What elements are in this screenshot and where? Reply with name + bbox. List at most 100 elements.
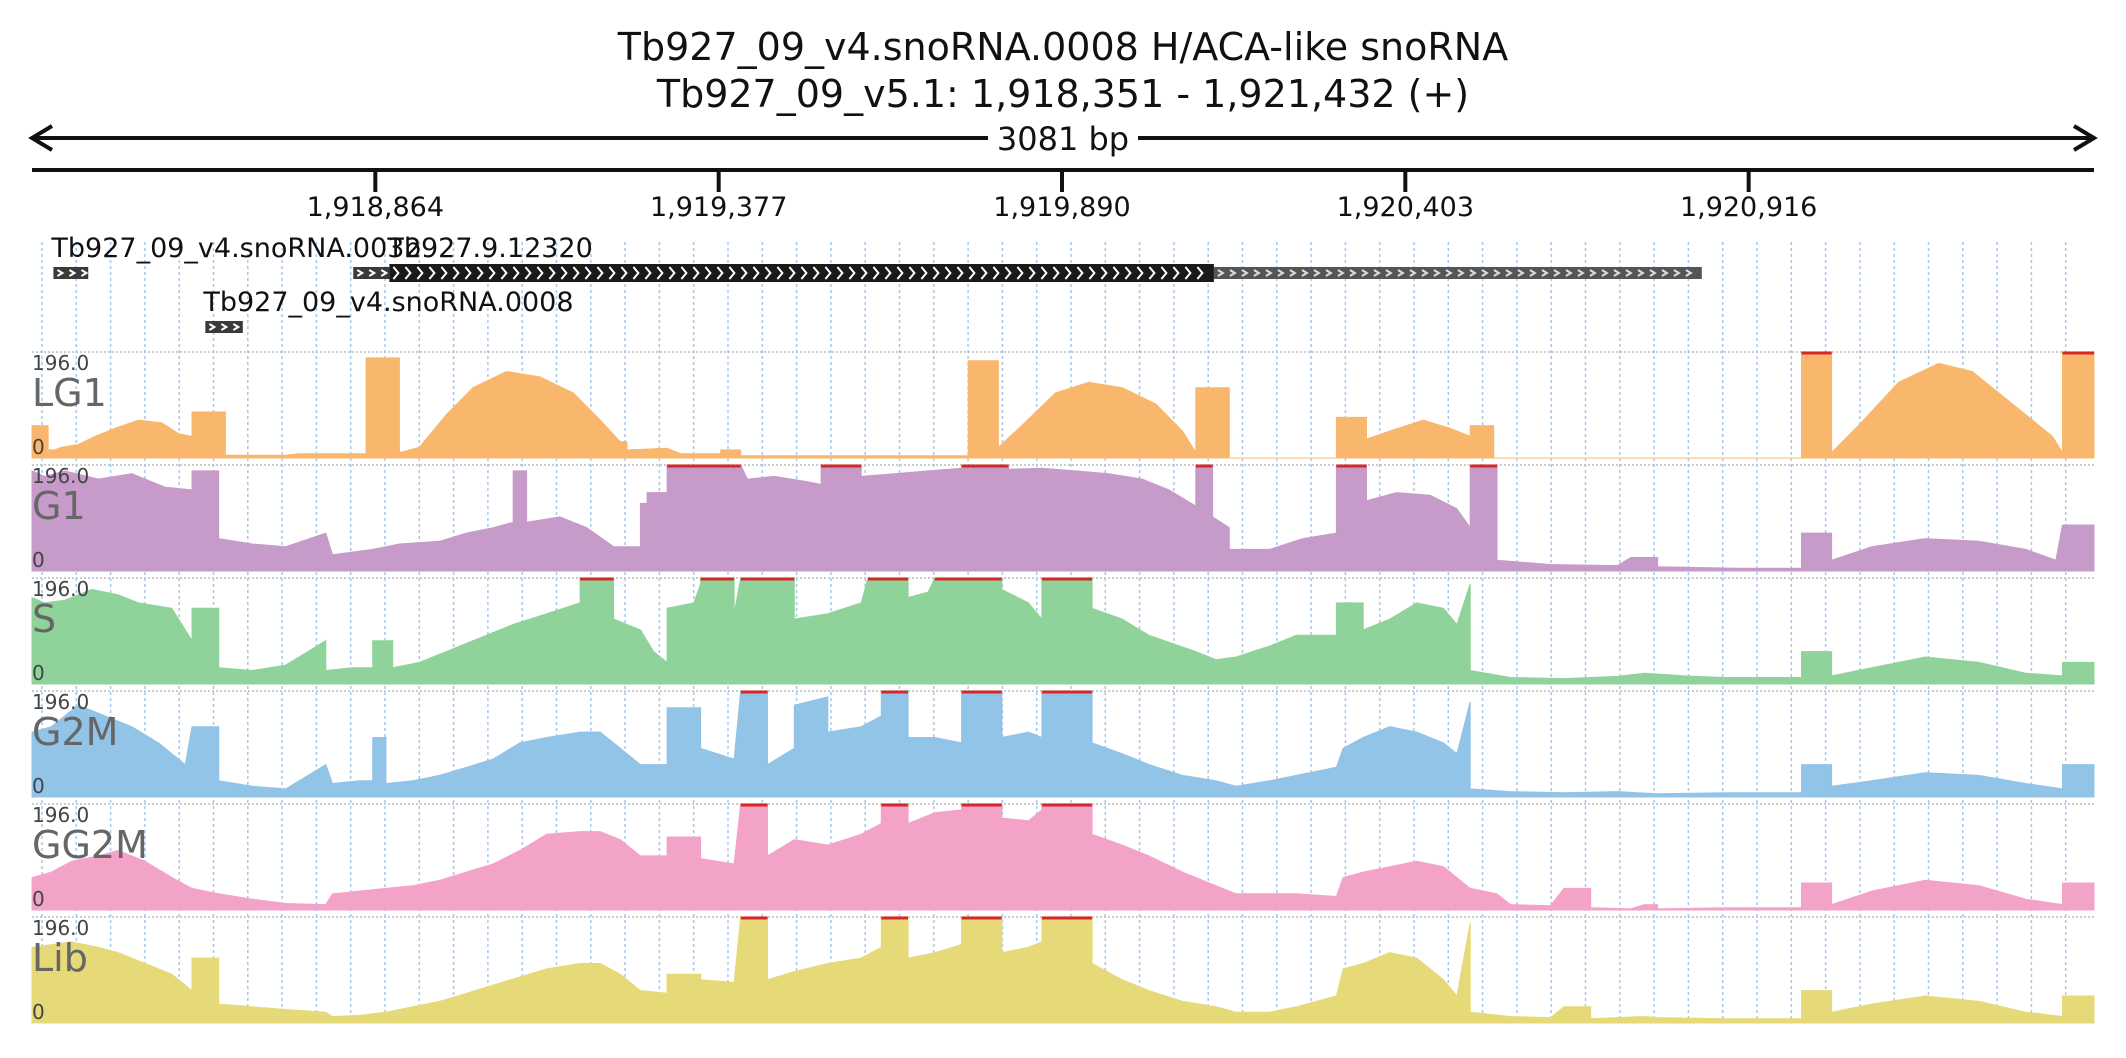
span-ruler: 3081 bp [28,120,2098,158]
strand-chevron [512,266,520,280]
strand-chevron [1613,269,1621,277]
track-lib: 196.0 0 Lib [31,916,2095,1024]
strand-chevron [80,269,89,277]
strand-chevron [908,266,916,280]
strand-chevron [620,266,628,280]
strand-chevron [1229,269,1237,277]
strand-chevron [1112,266,1120,280]
strand-chevron [812,266,820,280]
strand-chevron [416,266,424,280]
strand-chevron [1337,269,1345,277]
track-min-label: 0 [32,1000,45,1024]
strand-chevron [956,266,964,280]
strand-chevron [728,266,736,280]
strand-chevron [1277,269,1285,277]
strand-chevron [1028,266,1036,280]
strand-chevron [1124,266,1132,280]
strand-chevron [1529,269,1537,277]
strand-chevron [560,266,568,280]
strand-chevron [716,266,724,280]
strand-chevron [1325,269,1333,277]
strand-chevron [1301,269,1309,277]
strand-chevron [1517,269,1525,277]
strand-chevron [1265,269,1273,277]
gene-feature [1213,267,1702,279]
strand-chevron [1196,266,1204,280]
strand-chevron [392,266,400,280]
strand-chevron [644,266,652,280]
strand-chevron [1253,269,1261,277]
tick-label: 1,920,916 [1680,192,1817,223]
tick-label: 1,919,890 [993,192,1130,223]
track-name: G1 [32,484,86,528]
track-min-label: 0 [32,548,45,572]
strand-chevron [764,266,772,280]
strand-chevron [1076,266,1084,280]
strand-chevron [860,266,868,280]
strand-chevron [1313,269,1321,277]
strand-chevron [1433,269,1441,277]
axis-ticks: 1,918,864 1,919,377 1,919,890 1,920,403 1,92… [307,170,1817,223]
strand-chevron [428,266,436,280]
strand-chevron [572,266,580,280]
strand-chevron [1469,269,1477,277]
span-label: 3081 bp [997,120,1129,158]
strand-chevron [980,266,988,280]
strand-chevron [848,266,856,280]
strand-chevron [1541,269,1549,277]
strand-chevron [1661,269,1669,277]
strand-chevron [368,269,377,277]
track-name: GG2M [32,823,148,867]
strand-chevron [1361,269,1369,277]
strand-chevron [920,266,928,280]
track-s: 196.0 0 S [31,577,2095,685]
strand-chevron [884,266,892,280]
strand-chevron [1289,269,1297,277]
tick-label: 1,918,864 [307,192,444,223]
strand-chevron [524,266,532,280]
coverage-area [31,351,2095,459]
strand-chevron [1577,269,1585,277]
strand-chevron [380,269,389,277]
strand-chevron [1349,269,1357,277]
strand-chevron [836,266,844,280]
strand-chevron [1088,266,1096,280]
strand-chevron [1397,269,1405,277]
span-arrow-left [28,124,54,152]
strand-chevron [944,266,952,280]
coverage-area [31,464,2095,572]
strand-chevron [1637,269,1645,277]
strand-chevron [1160,266,1168,280]
strand-chevron [656,266,664,280]
strand-chevron [596,266,604,280]
strand-chevron [356,269,365,277]
span-arrow-right [2072,124,2098,152]
track-min-label: 0 [32,774,45,798]
strand-chevron [788,266,796,280]
track-min-label: 0 [32,661,45,685]
track-name: LG1 [32,371,107,415]
strand-chevron [1064,266,1072,280]
strand-chevron [740,266,748,280]
strand-chevron [1649,269,1657,277]
strand-chevron [220,323,229,331]
strand-chevron [1601,269,1609,277]
strand-chevron [1493,269,1501,277]
track-g1: 196.0 0 G1 [31,464,2095,572]
strand-chevron [1625,269,1633,277]
strand-chevron [704,266,712,280]
gene-label: Tb927.9.12320 [386,233,592,264]
strand-chevron [692,266,700,280]
strand-chevron [488,266,496,280]
track-g2m: 196.0 0 G2M [31,690,2095,798]
tick-label: 1,919,377 [650,192,787,223]
coverage-area [31,803,2095,911]
strand-chevron [68,269,77,277]
strand-chevron [968,266,976,280]
strand-chevron [1421,269,1429,277]
strand-chevron [824,266,832,280]
strand-chevron [232,323,241,331]
strand-chevron [680,266,688,280]
chart-subtitle: Tb927_09_v5.1: 1,918,351 - 1,921,432 (+) [656,72,1469,116]
